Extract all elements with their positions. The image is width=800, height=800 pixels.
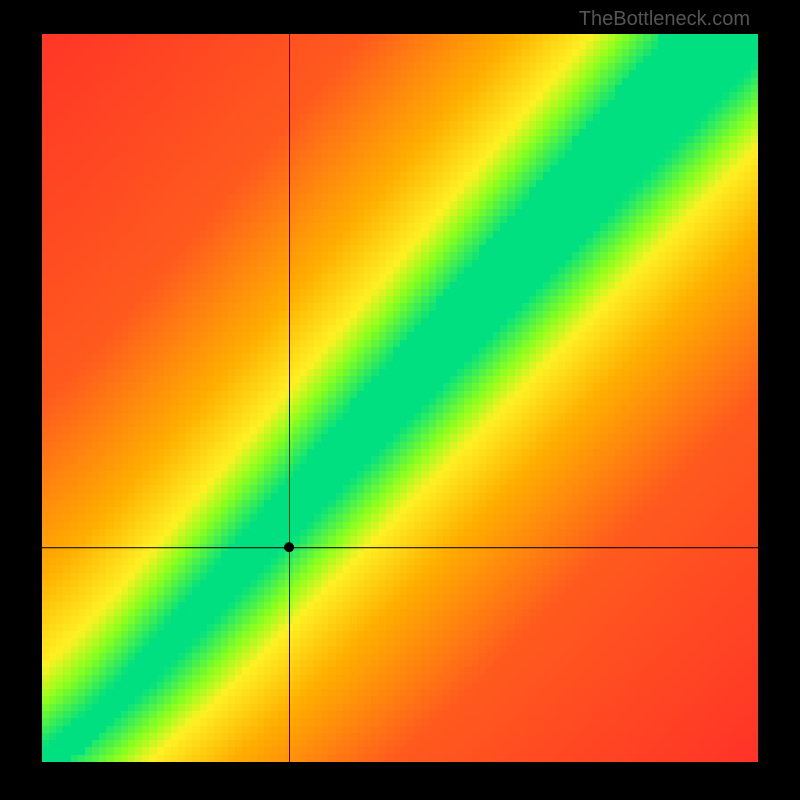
chart-container: TheBottleneck.com [0,0,800,800]
heatmap-canvas [42,34,758,762]
watermark-text: TheBottleneck.com [579,8,750,31]
plot-area [42,34,758,762]
